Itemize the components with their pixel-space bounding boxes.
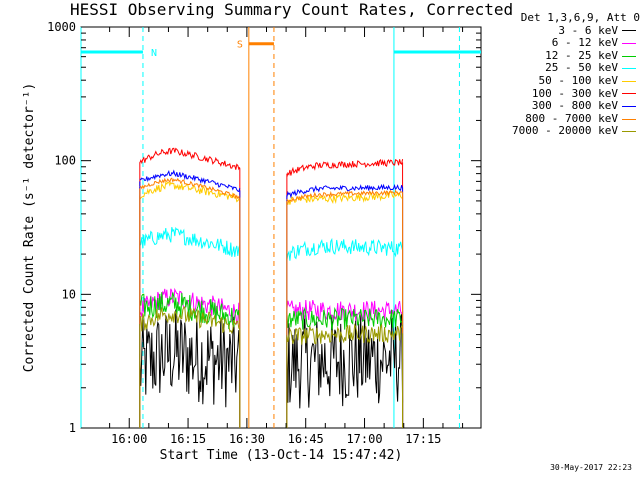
series-line (139, 177, 241, 200)
legend-label: 100 - 300 keV (531, 86, 618, 100)
series-line (286, 183, 404, 199)
series-line (139, 306, 241, 335)
legend-item: 12 - 25 keV (488, 48, 640, 63)
series-line (139, 292, 241, 330)
legend-swatch (622, 118, 636, 120)
timestamp: 30-May-2017 22:23 (550, 463, 632, 472)
legend-item: 100 - 300 keV (488, 86, 640, 101)
series-line (139, 169, 241, 193)
legend-swatch (622, 105, 636, 107)
legend-item: 6 - 12 keV (488, 37, 640, 50)
y-tick-label: 10 (62, 287, 76, 301)
legend-label: 12 - 25 keV (545, 48, 618, 62)
legend-label: 25 - 50 keV (545, 61, 618, 75)
series-line (286, 189, 403, 203)
x-tick-label: 16:00 (111, 432, 147, 446)
series-line (139, 147, 241, 171)
series-line (286, 158, 404, 178)
legend-title: Det 1,3,6,9, Att 0 (520, 11, 640, 24)
legend-label: 800 - 7000 keV (525, 111, 618, 125)
legend-label: 7000 - 20000 keV (512, 124, 618, 138)
legend-swatch (622, 55, 636, 57)
series-line (286, 323, 404, 345)
series-line (286, 306, 403, 330)
data-series (139, 147, 404, 428)
y-tick-label: 1000 (47, 20, 76, 34)
legend-swatch (622, 68, 636, 70)
legend-swatch (622, 30, 636, 32)
legend-item: 7000 - 20000 keV (488, 125, 640, 138)
x-axis-label: Start Time (13-Oct-14 15:47:42) (160, 448, 403, 463)
series-line (139, 287, 241, 325)
legend-label: 50 - 100 keV (538, 73, 618, 87)
series-line (286, 299, 403, 322)
legend-swatch (622, 80, 636, 82)
y-tick-label: 1 (69, 421, 76, 435)
legend-item: 800 - 7000 keV (488, 111, 640, 126)
series-line (286, 314, 404, 409)
legend-label: 3 - 6 keV (558, 23, 618, 37)
x-tick-label: 16:45 (288, 432, 324, 446)
x-tick-label: 16:15 (170, 432, 206, 446)
legend-item: 3 - 6 keV (488, 23, 640, 38)
legend: Det 1,3,6,9, Att 0 3 - 6 keV 6 - 12 keV 12… (488, 11, 640, 138)
flag-label: S (237, 40, 243, 51)
series-line (139, 226, 241, 257)
series-line (286, 237, 404, 261)
x-tick-label: 17:00 (346, 432, 382, 446)
legend-swatch (622, 131, 636, 133)
series-line (286, 190, 403, 205)
x-tick-label: 16:30 (229, 432, 265, 446)
x-tick-label: 17:15 (405, 432, 441, 446)
series-line (139, 309, 241, 408)
legend-swatch (622, 42, 636, 44)
legend-item: 300 - 800 keV (488, 100, 640, 113)
flag-label: N (151, 48, 157, 59)
axes: 1 10 100 1000 16:00 16:15 16:30 16:45 17:00 17:15… (22, 20, 481, 463)
chart-title: HESSI Observing Summary Count Rates, Cor… (70, 0, 514, 19)
legend-label: 300 - 800 keV (531, 99, 618, 113)
flag-markers: NS (80, 27, 481, 428)
y-axis-label: Corrected Count Rate (s⁻¹ detector⁻¹) (22, 83, 37, 373)
legend-swatch (622, 93, 636, 95)
legend-label: 6 - 12 keV (551, 36, 618, 50)
legend-item: 25 - 50 keV (488, 62, 640, 75)
y-tick-label: 100 (54, 154, 76, 168)
legend-item: 50 - 100 keV (488, 73, 640, 88)
